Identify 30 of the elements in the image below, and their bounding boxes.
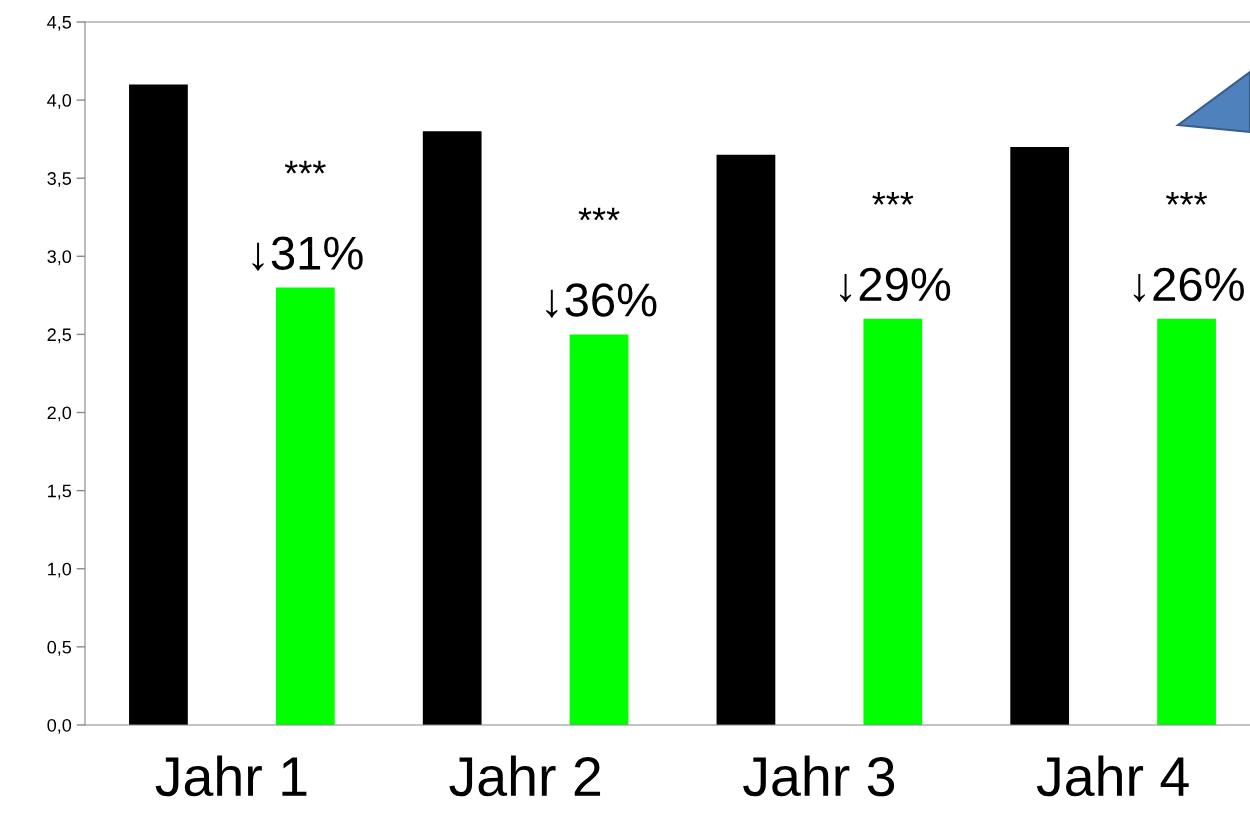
bar bbox=[1010, 146, 1070, 725]
x-tick-label: Jahr 2 bbox=[449, 755, 601, 797]
bar bbox=[129, 84, 188, 725]
annotation: *** bbox=[1166, 192, 1208, 205]
x-tick-label: Jahr 3 bbox=[743, 755, 895, 797]
y-tick-label: 3,0 bbox=[47, 250, 72, 266]
bar bbox=[422, 131, 482, 725]
y-tick-label: 2,0 bbox=[47, 406, 72, 422]
y-tick-label: 2,5 bbox=[47, 328, 72, 344]
y-tick-label: 4,0 bbox=[47, 94, 72, 109]
annotation: *** bbox=[284, 160, 326, 174]
bar bbox=[1157, 318, 1216, 725]
y-tick-label: 3,5 bbox=[47, 172, 72, 188]
annotation: ↓36% bbox=[546, 283, 657, 318]
annotation: ↓31% bbox=[252, 236, 363, 271]
bar bbox=[716, 154, 776, 725]
bar bbox=[863, 318, 923, 725]
y-tick-label: 4,5 bbox=[47, 16, 72, 31]
y-tick-label: 0,5 bbox=[47, 640, 72, 656]
y-tick-label: 0,0 bbox=[47, 718, 72, 734]
bar bbox=[569, 334, 629, 725]
bar bbox=[275, 287, 335, 725]
x-tick-label: Jahr 4 bbox=[1036, 755, 1189, 797]
annotation: *** bbox=[872, 192, 914, 205]
y-tick-label: 1,5 bbox=[48, 484, 72, 500]
y-tick-label: 1,0 bbox=[48, 562, 72, 578]
x-tick-label: Jahr 1 bbox=[155, 755, 307, 797]
annotation: *** bbox=[578, 207, 620, 221]
annotation: ↓29% bbox=[840, 267, 951, 303]
annotation: ↓26% bbox=[1133, 267, 1244, 303]
